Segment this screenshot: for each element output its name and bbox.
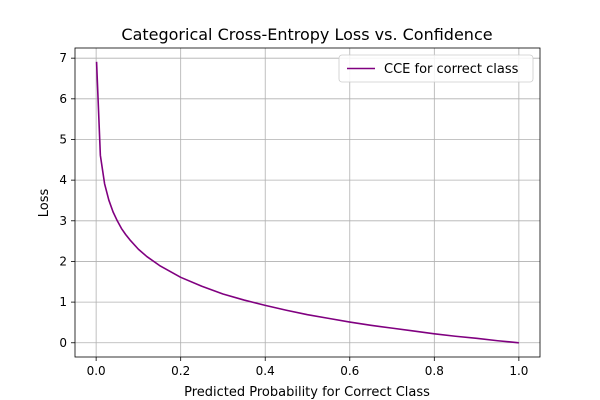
plot-frame xyxy=(74,47,541,358)
y-tick-label: 6 xyxy=(59,92,67,106)
x-tick-label: 0.8 xyxy=(425,364,444,378)
x-tick-label: 0.4 xyxy=(256,364,275,378)
y-tick-label: 2 xyxy=(59,254,67,268)
x-tick-label: 1.0 xyxy=(509,364,528,378)
x-axis-label: Predicted Probability for Correct Class xyxy=(184,385,430,400)
y-tick-label: 7 xyxy=(59,51,67,65)
ticks: 0.0 0.2 0.4 0.6 0.8 1.0 0 1 2 3 4 5 6 7 xyxy=(59,51,528,378)
x-tick-label: 0.6 xyxy=(340,364,359,378)
x-tick-label: 0.2 xyxy=(171,364,190,378)
legend-box xyxy=(338,54,534,83)
chart-title: Categorical Cross-Entropy Loss vs. Confi… xyxy=(121,25,492,44)
series-layer xyxy=(95,61,519,344)
y-tick-label: 3 xyxy=(59,214,67,228)
legend-label: CCE for correct class xyxy=(384,62,519,77)
x-tick-label: 0.0 xyxy=(87,364,106,378)
y-axis-label: Loss xyxy=(37,189,52,218)
y-tick-label: 4 xyxy=(59,173,67,187)
y-tick-label: 0 xyxy=(59,336,67,350)
y-tick-label: 5 xyxy=(59,132,67,146)
legend: CCE for correct class xyxy=(338,54,534,83)
grid xyxy=(75,48,540,357)
y-tick-label: 1 xyxy=(59,295,67,309)
series-line xyxy=(95,61,519,344)
